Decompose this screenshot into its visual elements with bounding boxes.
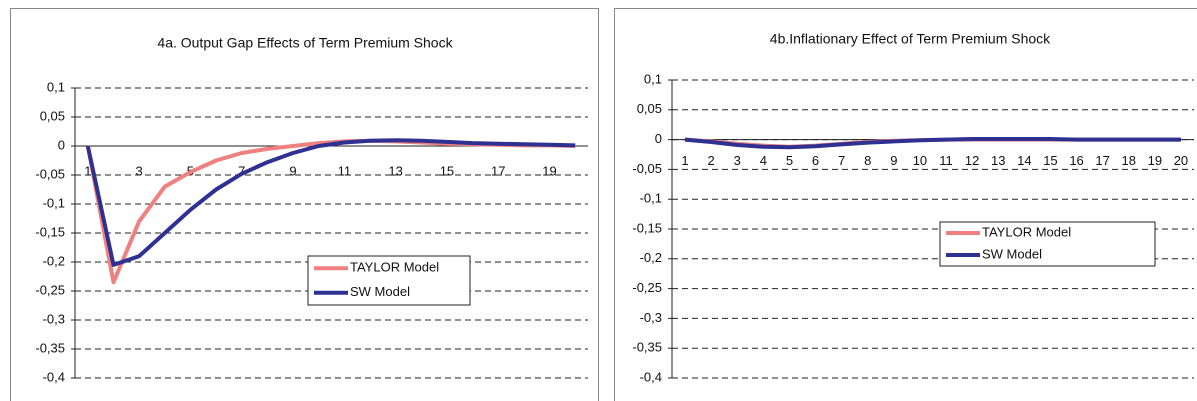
y-tick-label: -0,05	[35, 166, 65, 181]
x-tick-label: 1	[84, 163, 91, 178]
x-tick-label: 19	[542, 163, 556, 178]
x-tick-label: 5	[786, 153, 793, 168]
y-tick-label: 0	[58, 137, 65, 152]
legend-label: SW Model	[982, 246, 1042, 261]
x-tick-label: 9	[289, 163, 296, 178]
x-tick-label: 9	[890, 153, 897, 168]
x-tick-label: 1	[681, 153, 688, 168]
y-tick-label: -0,05	[632, 161, 662, 176]
panel	[614, 8, 1197, 401]
y-tick-label: -0,35	[632, 340, 662, 355]
x-tick-label: 7	[238, 163, 245, 178]
legend-box	[307, 255, 471, 306]
y-tick-label: -0,3	[640, 310, 662, 325]
x-tick-label: 11	[338, 163, 352, 178]
x-tick-label: 15	[440, 163, 454, 178]
x-tick-label: 11	[939, 153, 953, 168]
x-tick-label: 19	[1148, 153, 1162, 168]
x-tick-label: 3	[734, 153, 741, 168]
legend-box	[939, 221, 1156, 267]
chart-title: 4a. Output Gap Effects of Term Premium S…	[157, 35, 453, 51]
y-tick-label: 0,1	[644, 71, 662, 86]
chart-title: 4b.Inflationary Effect of Term Premium S…	[770, 31, 1051, 47]
y-tick-label: -0,15	[632, 220, 662, 235]
panel	[10, 8, 599, 401]
series-line	[684, 137, 1181, 150]
x-tick-label: 12	[965, 153, 979, 168]
y-tick-label: -0,2	[640, 250, 662, 265]
x-tick-label: 6	[812, 153, 819, 168]
legend-label: SW Model	[350, 284, 410, 299]
x-tick-label: 17	[1095, 153, 1109, 168]
x-tick-label: 2	[708, 153, 715, 168]
x-tick-label: 4	[760, 153, 767, 168]
y-tick-label: -0,35	[35, 340, 65, 355]
y-tick-label: 0,05	[637, 101, 662, 116]
x-tick-label: 14	[1017, 153, 1031, 168]
x-tick-label: 10	[913, 153, 927, 168]
x-tick-label: 20	[1174, 153, 1188, 168]
x-tick-label: 17	[491, 163, 505, 178]
x-tick-label: 13	[388, 163, 402, 178]
legend-label: TAYLOR Model	[982, 224, 1071, 239]
y-tick-label: -0,1	[43, 195, 65, 210]
series-line	[85, 138, 576, 267]
y-tick-label: 0,05	[40, 108, 65, 123]
y-tick-label: -0,15	[35, 224, 65, 239]
y-tick-label: -0,25	[632, 280, 662, 295]
x-tick-label: 13	[991, 153, 1005, 168]
legend-label: TAYLOR Model	[350, 260, 439, 275]
y-tick-label: -0,1	[640, 191, 662, 206]
y-tick-label: 0,1	[47, 79, 65, 94]
x-tick-label: 15	[1043, 153, 1057, 168]
x-tick-label: 7	[838, 153, 845, 168]
y-tick-label: -0,2	[43, 253, 65, 268]
y-tick-label: -0,4	[43, 369, 65, 384]
x-tick-label: 3	[136, 163, 143, 178]
y-tick-label: -0,3	[43, 311, 65, 326]
x-tick-label: 18	[1122, 153, 1136, 168]
x-tick-label: 8	[864, 153, 871, 168]
y-tick-label: -0,25	[35, 282, 65, 297]
y-tick-label: 0	[655, 131, 662, 146]
x-tick-label: 16	[1069, 153, 1083, 168]
y-tick-label: -0,4	[640, 369, 662, 384]
